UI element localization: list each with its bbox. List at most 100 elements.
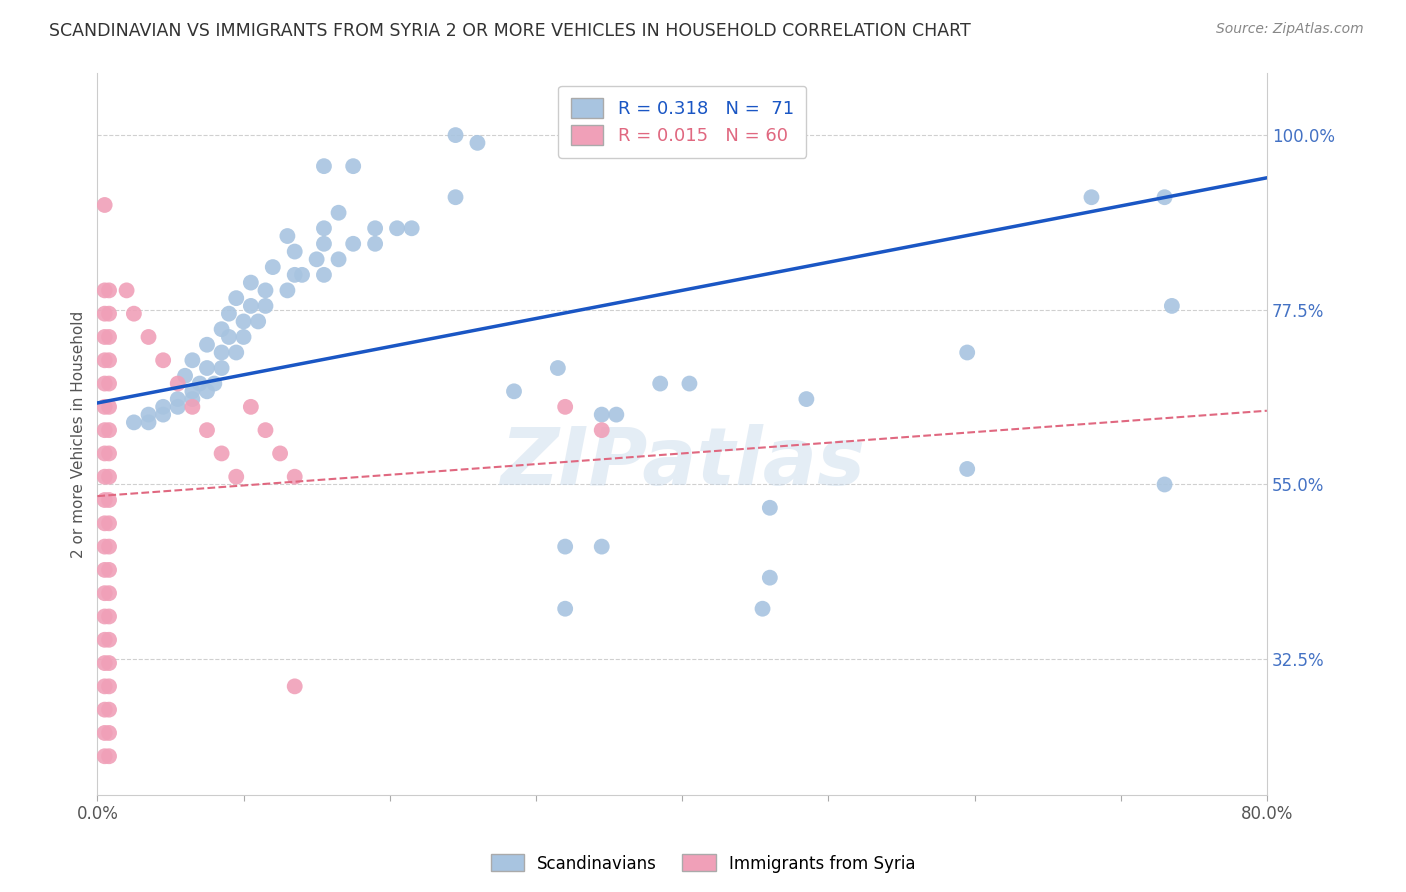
Point	[98, 493, 121, 508]
Point	[93, 726, 115, 740]
Point	[1160, 299, 1182, 313]
Point	[166, 400, 188, 414]
Point	[328, 205, 350, 219]
Point	[218, 330, 240, 344]
Point	[312, 221, 335, 235]
Point	[247, 314, 270, 328]
Point	[254, 423, 277, 437]
Point	[312, 236, 335, 251]
Point	[98, 469, 121, 483]
Point	[284, 244, 307, 259]
Point	[276, 284, 298, 298]
Point	[342, 159, 364, 173]
Point	[98, 516, 121, 531]
Point	[650, 376, 672, 391]
Point	[211, 322, 233, 336]
Point	[98, 540, 121, 554]
Point	[239, 400, 262, 414]
Point	[312, 268, 335, 282]
Point	[444, 190, 467, 204]
Point	[291, 268, 314, 282]
Point	[98, 376, 121, 391]
Point	[138, 408, 160, 422]
Point	[152, 400, 174, 414]
Y-axis label: 2 or more Vehicles in Household: 2 or more Vehicles in Household	[72, 310, 86, 558]
Point	[239, 276, 262, 290]
Point	[444, 128, 467, 142]
Point	[138, 416, 160, 430]
Point	[93, 284, 115, 298]
Point	[467, 136, 489, 150]
Point	[98, 726, 121, 740]
Point	[195, 337, 218, 351]
Point	[364, 236, 387, 251]
Point	[181, 400, 204, 414]
Point	[751, 601, 773, 615]
Point	[218, 307, 240, 321]
Point	[98, 586, 121, 600]
Point	[98, 703, 121, 717]
Point	[98, 284, 121, 298]
Point	[225, 469, 247, 483]
Point	[956, 345, 979, 359]
Point	[195, 361, 218, 376]
Point	[284, 469, 307, 483]
Point	[98, 307, 121, 321]
Point	[591, 408, 613, 422]
Point	[342, 236, 364, 251]
Point	[93, 749, 115, 764]
Point	[93, 586, 115, 600]
Point	[1153, 190, 1175, 204]
Point	[202, 376, 225, 391]
Point	[401, 221, 423, 235]
Point	[554, 540, 576, 554]
Point	[364, 221, 387, 235]
Point	[93, 540, 115, 554]
Point	[759, 571, 782, 585]
Point	[269, 446, 291, 460]
Point	[152, 353, 174, 368]
Point	[138, 330, 160, 344]
Point	[93, 307, 115, 321]
Point	[93, 632, 115, 647]
Point	[547, 361, 569, 376]
Point	[115, 284, 138, 298]
Point	[195, 384, 218, 399]
Point	[93, 563, 115, 577]
Point	[239, 299, 262, 313]
Point	[98, 446, 121, 460]
Text: ZIPatlas: ZIPatlas	[499, 424, 865, 502]
Point	[166, 392, 188, 406]
Point	[796, 392, 818, 406]
Point	[554, 601, 576, 615]
Point	[759, 500, 782, 515]
Point	[195, 423, 218, 437]
Point	[181, 392, 204, 406]
Point	[211, 446, 233, 460]
Point	[174, 368, 197, 383]
Point	[98, 353, 121, 368]
Point	[385, 221, 408, 235]
Point	[284, 679, 307, 693]
Legend: R = 0.318   N =  71, R = 0.015   N = 60: R = 0.318 N = 71, R = 0.015 N = 60	[558, 86, 806, 158]
Point	[93, 469, 115, 483]
Point	[93, 198, 115, 212]
Point	[1153, 477, 1175, 491]
Point	[284, 268, 307, 282]
Point	[98, 563, 121, 577]
Point	[98, 609, 121, 624]
Point	[93, 353, 115, 368]
Point	[605, 408, 627, 422]
Point	[328, 252, 350, 267]
Point	[232, 314, 254, 328]
Text: Source: ZipAtlas.com: Source: ZipAtlas.com	[1216, 22, 1364, 37]
Point	[93, 609, 115, 624]
Point	[122, 416, 145, 430]
Point	[93, 703, 115, 717]
Point	[254, 299, 277, 313]
Point	[93, 376, 115, 391]
Point	[122, 307, 145, 321]
Point	[93, 423, 115, 437]
Point	[305, 252, 328, 267]
Point	[93, 679, 115, 693]
